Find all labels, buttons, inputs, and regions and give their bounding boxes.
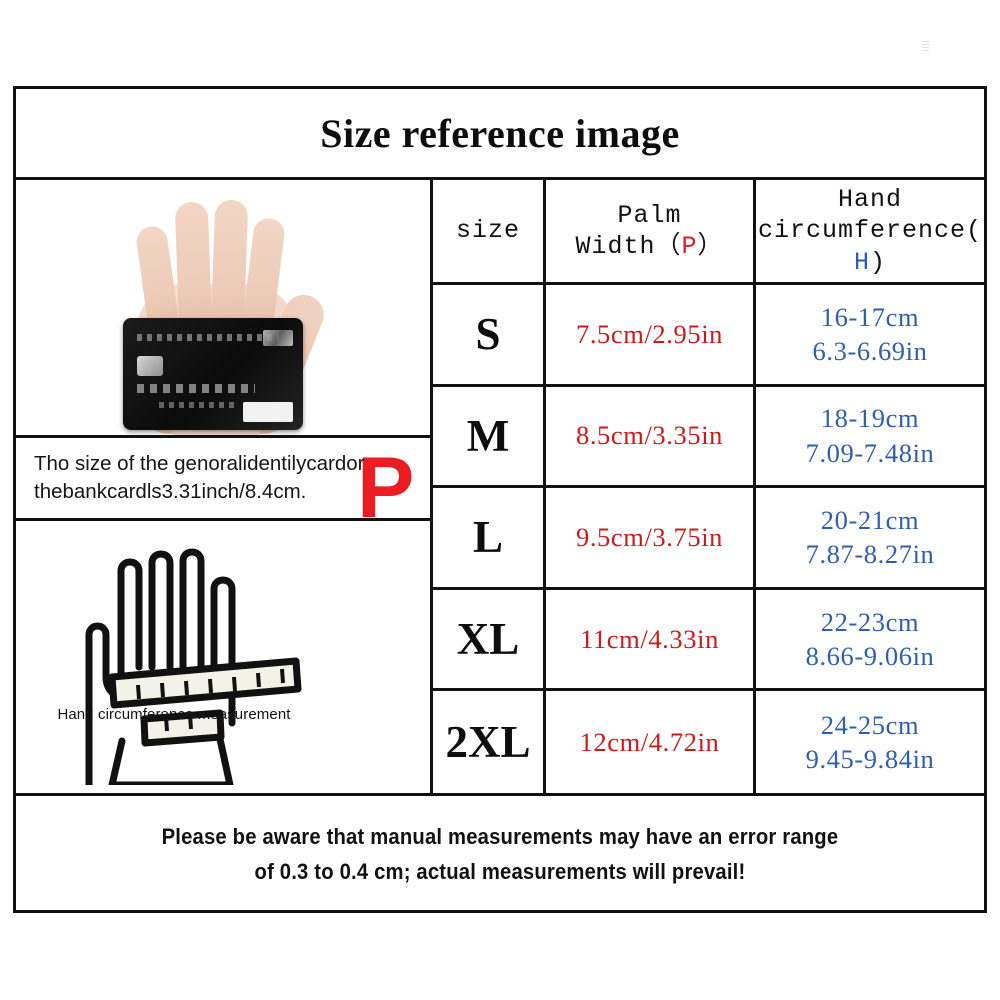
header-cell-size: size (433, 180, 546, 282)
hand-circumference-in: 8.66-9.06in (805, 641, 935, 672)
cell-palm-width: 7.5cm/2.95in (546, 285, 756, 384)
header-palm-key-p: P (681, 232, 698, 261)
cell-size: L (433, 488, 546, 587)
palm-width-value: 8.5cm/3.35in (575, 420, 724, 451)
header-hand-line-2: circumference( (757, 216, 983, 246)
cell-hand-circumference: 24-25cm 9.45-9.84in (756, 691, 984, 793)
title-row: Size reference image (16, 89, 984, 180)
content-band: P Tho size of the genoralidentilycardor … (16, 180, 984, 793)
credit-card-graphic (123, 318, 303, 430)
hand-circumference-cm: 18-19cm (820, 403, 920, 434)
header-palm-line-2: Width（P） (575, 231, 723, 262)
header-cell-palm-width: Palm Width（P） (546, 180, 756, 282)
card-hologram-icon (263, 330, 293, 346)
cell-hand-circumference: 22-23cm 8.66-9.06in (756, 590, 984, 689)
hand-circumference-value: 24-25cm 9.45-9.84in (806, 708, 935, 777)
cell-hand-circumference: 18-19cm 7.09-7.48in (756, 387, 984, 486)
cell-palm-width: 11cm/4.33in (546, 589, 756, 689)
header-cell-hand-circumference: Hand circumference( H) (756, 180, 984, 282)
card-number-line-icon (137, 384, 255, 393)
cell-palm-width: 12cm/4.72in (546, 691, 756, 793)
cell-palm-width: 8.5cm/3.35in (546, 386, 756, 486)
palm-width-value: 11cm/4.33in (580, 623, 719, 654)
header-palm-width-label: Palm Width（P） (575, 200, 723, 263)
table-row: S 7.5cm/2.95in 16-17cm 6.3-6.69in (433, 285, 984, 387)
hand-circumference-in: 9.45-9.84in (805, 744, 935, 775)
card-brand-logo-icon (243, 402, 293, 422)
size-table: size Palm Width（P） Hand circumference( H… (433, 180, 984, 793)
cell-palm-width: 9.5cm/3.75in (546, 488, 756, 587)
hand-circumference-cm: 24-25cm (820, 709, 920, 740)
disclaimer-line-2: of 0.3 to 0.4 cm; actual measurements wi… (254, 859, 746, 884)
header-palm-line-1: Palm (617, 200, 682, 230)
card-caption-line-1: Tho size of the genoralidentilycardor (34, 451, 365, 475)
card-caption-text: Tho size of the genoralidentilycardor th… (16, 450, 364, 507)
hand-circumference-in: 7.09-7.48in (805, 437, 935, 468)
header-palm-post: ） (697, 232, 724, 261)
palm-width-value: 9.5cm/3.75in (575, 521, 724, 552)
hand-with-card-photo (78, 188, 368, 435)
hand-circumference-diagram-label: Hand circumference measurement (57, 706, 291, 723)
header-hand-line-1: Hand (837, 185, 902, 215)
header-palm-pre: Width（ (575, 232, 682, 261)
palm-width-value: 12cm/4.72in (579, 726, 720, 757)
chart-frame: Size reference image (13, 86, 987, 913)
image-artifact-speck (922, 40, 929, 51)
card-expiry-line-icon (159, 402, 237, 408)
cell-size: S (433, 285, 546, 384)
palm-width-photo-cell: P (16, 180, 430, 531)
palm-width-marker-p: P (357, 440, 415, 536)
hand-circumference-diagram (85, 548, 302, 785)
header-hand-circumference-label: Hand circumference( H) (758, 184, 982, 278)
header-hand-line-3: H) (758, 247, 982, 278)
finger-ring (174, 201, 213, 335)
hand-circumference-value: 16-17cm 6.3-6.69in (813, 300, 928, 369)
table-row: L 9.5cm/3.75in 20-21cm 7.87-8.27in (433, 488, 984, 590)
hand-circumference-in: 7.87-8.27in (805, 539, 935, 570)
disclaimer-text: Please be aware that manual measurements… (162, 820, 839, 890)
hand-circumference-cm: 20-21cm (820, 505, 920, 536)
card-caption-line-2: thebankcardls3.31inch/8.4cm. (34, 480, 307, 503)
size-label: XL (456, 614, 520, 665)
size-label: M (466, 410, 510, 461)
card-chip-icon (137, 356, 163, 376)
palm-width-value: 7.5cm/2.95in (575, 318, 724, 349)
header-size-label: size (455, 216, 520, 246)
table-row: XL 11cm/4.33in 22-23cm 8.66-9.06in (433, 589, 984, 692)
size-label: 2XL (445, 717, 531, 768)
hand-circumference-diagram-cell: Hand circumference measurement H (16, 521, 430, 793)
size-label: S (475, 309, 501, 360)
cell-size: M (433, 386, 546, 486)
table-header-row: size Palm Width（P） Hand circumference( H… (433, 180, 984, 285)
illustration-panel: P Tho size of the genoralidentilycardor … (16, 180, 433, 793)
cell-hand-circumference: 20-21cm 7.87-8.27in (756, 488, 984, 587)
card-text-line-icon (137, 334, 279, 341)
page-title: Size reference image (320, 110, 680, 156)
size-label: L (472, 512, 503, 563)
hand-circumference-cm: 22-23cm (820, 606, 920, 637)
cell-size: 2XL (433, 691, 546, 793)
table-row: 2XL 12cm/4.72in 24-25cm 9.45-9.84in (433, 691, 984, 793)
card-caption-cell: Tho size of the genoralidentilycardor th… (16, 435, 430, 521)
hand-circumference-value: 18-19cm 7.09-7.48in (806, 401, 935, 470)
header-hand-key-h: H (853, 247, 870, 277)
hand-circumference-cm: 16-17cm (820, 301, 920, 332)
hand-circumference-value: 20-21cm 7.87-8.27in (806, 503, 935, 572)
cell-hand-circumference: 16-17cm 6.3-6.69in (756, 285, 984, 384)
cell-size: XL (433, 589, 546, 689)
disclaimer-row: Please be aware that manual measurements… (16, 793, 984, 914)
hand-circumference-in: 6.3-6.69in (812, 336, 928, 367)
hand-circumference-value: 22-23cm 8.66-9.06in (806, 605, 935, 674)
table-row: M 8.5cm/3.35in 18-19cm 7.09-7.48in (433, 386, 984, 489)
header-hand-post: ) (869, 247, 886, 277)
disclaimer-line-1: Please be aware that manual measurements… (161, 824, 839, 850)
